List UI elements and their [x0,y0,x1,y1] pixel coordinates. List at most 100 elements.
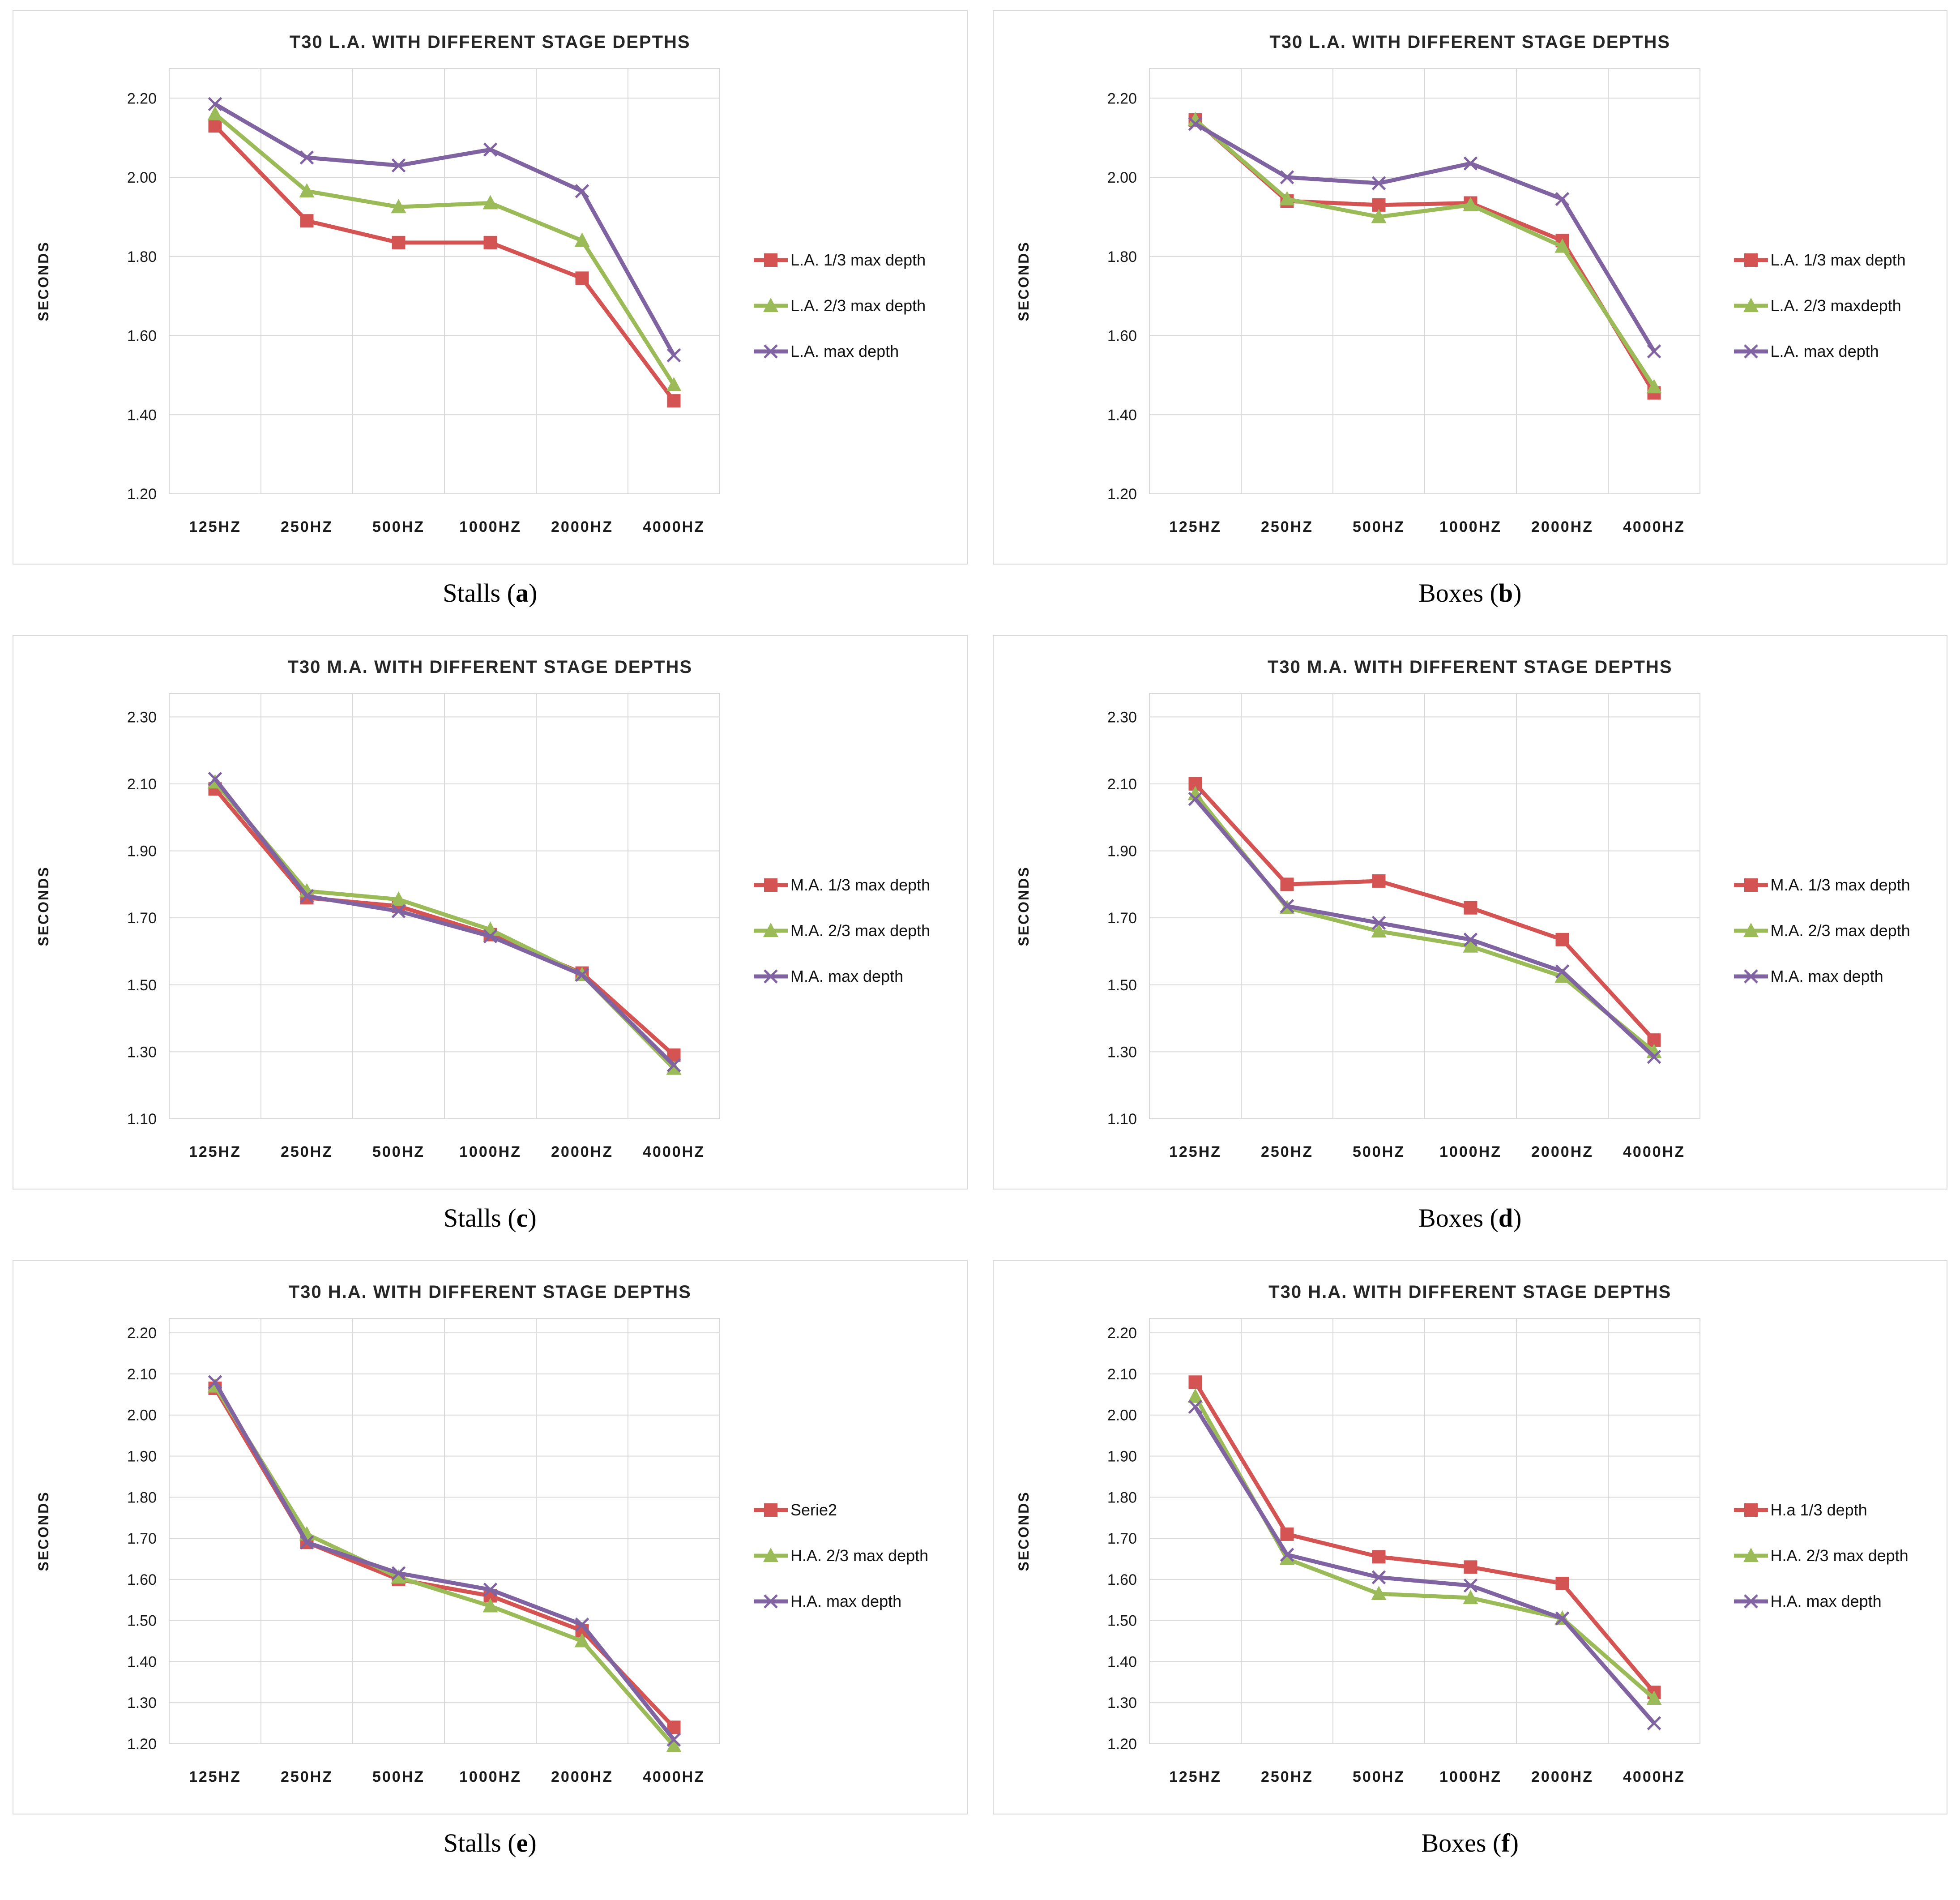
y-axis-title: SECONDS [35,866,51,946]
legend-label: L.A. max depth [790,342,899,360]
caption-text: ) [1513,1203,1522,1232]
cell-f: T30 H.A. WITH DIFFERENT STAGE DEPTHS 1.2… [980,1250,1960,1875]
chart-body: 1.10 1.30 1.50 1.70 1.90 2.10 2.30 125HZ 250HZ 50… [17,680,963,1181]
x-tick-label: 2000HZ [551,518,613,535]
legend-marker-x-icon [754,1594,788,1609]
marker-x [1463,1578,1477,1593]
chart-title: T30 M.A. WITH DIFFERENT STAGE DEPTHS [1267,657,1673,677]
plot-border [1149,68,1700,494]
marker-square [1555,1577,1569,1591]
caption-text: ) [528,1828,537,1857]
marker-x [483,142,498,157]
y-tick-label: 2.10 [1107,1366,1136,1383]
marker-square [1744,253,1758,267]
plot-area: 1.10 1.30 1.50 1.70 1.90 2.10 2.30 125HZ 250HZ 50… [1016,693,1700,1160]
series-line [214,102,676,356]
x-tick-label: 125HZ [1169,518,1221,535]
y-axis-title: SECONDS [1016,241,1032,321]
marker-x [391,904,406,918]
chart-body: 1.20 1.30 1.40 1.50 1.60 1.70 1.80 1.90 2.00 2.10… [17,1305,963,1806]
panel-caption: Boxes (f) [993,1828,1948,1858]
x-tick-label: 125HZ [189,518,241,535]
marker-square [208,119,222,133]
legend-item: M.A. 2/3 max depth [753,921,930,941]
marker-x [764,969,778,984]
legend-item: M.A. max depth [1733,967,1910,986]
marker-x [1280,1548,1294,1562]
y-tick-label: 1.20 [1107,1736,1136,1753]
marker-x [299,1535,314,1550]
y-tick-label: 1.30 [127,1695,157,1712]
plot-area: 1.20 1.40 1.60 1.80 2.00 2.20 125HZ 250HZ 500HZ 1… [35,68,720,535]
marker-square [392,235,406,249]
legend-item: L.A. 1/3 max depth [1733,250,1906,270]
marker-x [208,1375,222,1390]
cell-e: T30 H.A. WITH DIFFERENT STAGE DEPTHS 1.2… [0,1250,980,1875]
caption-text: ) [1513,578,1522,608]
legend-label: M.A. max depth [1770,967,1883,985]
cell-d: T30 M.A. WITH DIFFERENT STAGE DEPTHS 1.1… [980,625,1960,1250]
marker-triangle [1187,111,1203,126]
marker-x [1463,156,1477,171]
marker-x [299,150,314,165]
y-tick-label: 1.70 [1107,910,1136,927]
y-tick-label: 1.20 [127,1736,157,1753]
x-tick-label: 500HZ [1352,518,1405,535]
plot-border [169,1318,720,1744]
marker-square [1744,878,1758,892]
y-tick-label: 1.40 [127,1653,157,1670]
chart-panel-e: T30 H.A. WITH DIFFERENT STAGE DEPTHS 1.2… [13,1260,968,1814]
caption-letter: d [1498,1203,1513,1232]
marker-x [666,348,681,363]
marker-x [391,158,406,173]
caption-text: ) [528,578,538,608]
x-tick-label: 2000HZ [551,1768,613,1785]
marker-x [1371,176,1386,191]
legend-marker-x-icon [1734,969,1768,984]
marker-triangle [483,195,498,210]
series-line [1193,1405,1656,1725]
legend-label: M.A. 1/3 max depth [790,876,931,894]
caption-letter: f [1501,1828,1510,1857]
legend-item: Serie2 [753,1500,928,1520]
y-tick-label: 2.00 [1107,1407,1136,1424]
x-tick-label: 4000HZ [1623,1143,1685,1160]
marker-triangle [207,106,223,120]
marker-x [391,1566,406,1580]
caption-letter: b [1498,578,1513,608]
marker-triangle [483,1598,498,1613]
caption-text: Stalls ( [443,1828,517,1857]
legend-marker-x-icon [754,344,788,359]
marker-triangle [1463,197,1478,211]
legend-label: M.A. 2/3 max depth [1770,921,1910,940]
marker-triangle [391,891,406,906]
y-tick-label: 1.90 [1107,843,1136,860]
x-tick-label: 500HZ [372,1768,425,1785]
x-tick-label: 4000HZ [643,1143,705,1160]
legend-marker-x-icon [1734,1594,1768,1609]
legend-item: M.A. 2/3 max depth [1733,921,1910,941]
legend-label: H.A. max depth [1770,1592,1882,1610]
x-tick-label: 1000HZ [1439,518,1502,535]
marker-x [1647,1049,1661,1064]
legend: Serie2 H.A. 2/3 max depth H.A. max depth [753,1500,928,1611]
marker-square [667,394,681,408]
legend: L.A. 1/3 max depth L.A. 2/3 max depth L.… [753,250,926,361]
panel-caption: Boxes (b) [993,578,1948,608]
legend: M.A. 1/3 max depth M.A. 2/3 max depth M.… [753,875,930,986]
y-tick-label: 1.70 [1107,1530,1136,1547]
y-tick-label: 2.20 [1107,90,1136,107]
legend-marker-triangle-icon [1734,298,1768,312]
legend-label: L.A. 1/3 max depth [1770,251,1906,269]
marker-x [208,771,222,786]
legend-item: L.A. 2/3 max depth [753,296,926,316]
x-tick-label: 250HZ [1260,518,1313,535]
marker-x [666,1733,681,1747]
marker-x [1555,1611,1569,1626]
caption-text: Boxes ( [1418,578,1499,608]
y-tick-label: 1.50 [1107,977,1136,994]
caption-text: Boxes ( [1418,1203,1499,1232]
marker-triangle [763,923,778,937]
caption-letter: e [516,1828,528,1857]
y-axis-title: SECONDS [35,241,51,321]
